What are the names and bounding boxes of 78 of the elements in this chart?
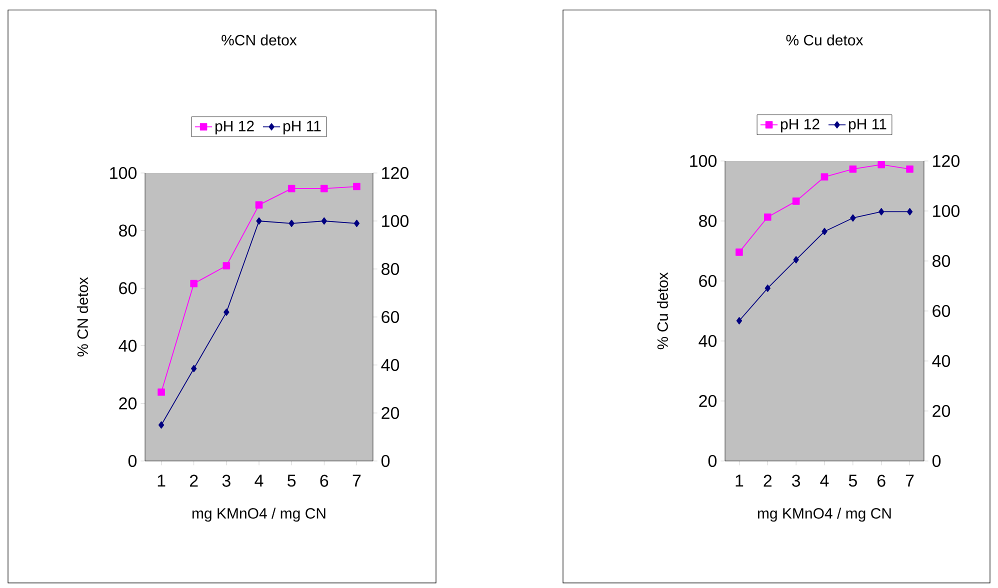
point [321, 217, 327, 225]
y-tick-label: 40 [118, 340, 137, 352]
y2-tick-label: 60 [382, 310, 400, 324]
y2-tick-label: 100 [933, 204, 960, 218]
point [288, 220, 294, 228]
chart-title: % Cu detox [786, 34, 864, 46]
y2-tick-label: 40 [932, 354, 950, 368]
x-tick-label: 7 [352, 474, 361, 486]
y2-tick-label: 0 [932, 454, 941, 468]
chart-title: %CN detox [222, 34, 297, 46]
y-tick-label: 0 [708, 454, 717, 468]
y2-tick-label: 100 [382, 214, 409, 228]
point [224, 308, 230, 316]
x-tick-label: 5 [288, 474, 296, 487]
x-tick-label: 3 [792, 474, 800, 487]
point [764, 213, 772, 221]
point [288, 184, 296, 192]
x-tick-label: 7 [906, 474, 914, 486]
point [792, 198, 800, 205]
point [820, 173, 828, 181]
point [320, 184, 328, 192]
legend-label: pH 12 [781, 118, 820, 132]
x-tick-label: 1 [736, 474, 744, 486]
point [906, 165, 914, 173]
x-axis-title: mg KMnO4 / mg CN [192, 508, 326, 522]
point [793, 256, 799, 264]
y2-tick-label: 0 [381, 454, 390, 468]
y-tick-label: 100 [690, 154, 717, 168]
y2-tick-label: 80 [932, 254, 950, 268]
y-tick-label: 80 [119, 224, 137, 237]
point [850, 214, 856, 222]
x-tick-label: 6 [320, 474, 328, 487]
y2-tick-label: 20 [382, 406, 400, 420]
legend-label: pH 11 [849, 118, 886, 132]
point [353, 182, 360, 190]
y2-tick-label: 20 [932, 404, 950, 418]
y2-tick-label: 120 [933, 154, 960, 168]
point [878, 208, 884, 216]
y-tick-label: 20 [699, 394, 717, 408]
point [822, 228, 828, 236]
point [736, 317, 742, 324]
point [191, 364, 197, 372]
y2-tick-label: 80 [382, 262, 400, 276]
x-tick-label: 5 [848, 474, 857, 487]
point [158, 388, 165, 396]
x-tick-label: 3 [222, 474, 230, 487]
legend-label: pH 11 [284, 120, 321, 134]
x-tick-label: 6 [877, 474, 886, 487]
point [878, 160, 885, 168]
point [764, 284, 770, 292]
point [256, 217, 262, 225]
point [222, 262, 230, 270]
y-tick-label: 60 [699, 274, 717, 288]
point [158, 421, 164, 429]
x-axis-title: mg KMnO4 / mg CN [758, 508, 891, 522]
y-tick-label: 40 [698, 334, 717, 348]
y-tick-label: 20 [119, 397, 137, 410]
x-tick-label: 1 [158, 474, 166, 486]
legend-label: pH 12 [216, 120, 254, 134]
y-tick-label: 80 [699, 214, 717, 228]
point [255, 201, 263, 209]
y-axis-title: % Cu detox [656, 272, 668, 350]
y-axis-title: % CN detox [76, 277, 88, 356]
y-tick-label: 60 [119, 282, 137, 294]
x-tick-label: 4 [254, 474, 264, 486]
point [190, 280, 198, 288]
y2-tick-label: 60 [932, 304, 950, 318]
y-tick-label: 0 [128, 454, 137, 468]
y2-tick-label: 120 [382, 166, 409, 180]
point [906, 208, 913, 216]
x-tick-label: 2 [190, 474, 198, 487]
y-tick-label: 100 [110, 166, 137, 180]
x-tick-label: 4 [820, 474, 829, 486]
point [354, 220, 360, 228]
x-tick-label: 2 [764, 474, 772, 487]
point [849, 165, 857, 173]
point [736, 248, 743, 256]
y2-tick-label: 40 [381, 358, 400, 372]
